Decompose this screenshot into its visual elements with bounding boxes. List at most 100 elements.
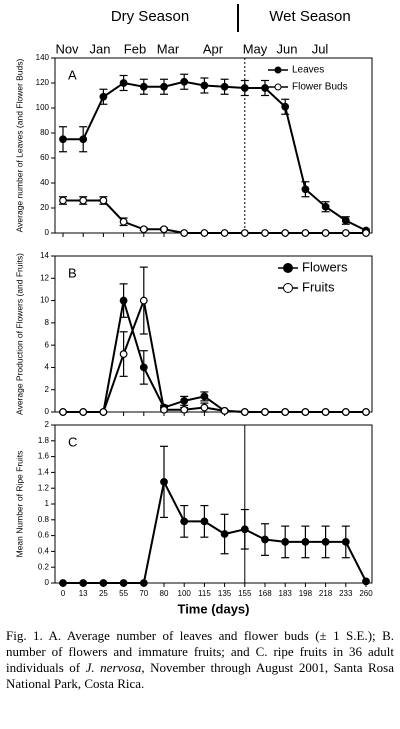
legend-label: Flower Buds <box>292 82 348 93</box>
data-point <box>200 229 209 237</box>
data-point <box>200 392 209 401</box>
legend-marker <box>283 263 293 273</box>
y-tick-label: 10 <box>40 296 49 305</box>
data-point <box>99 196 108 205</box>
data-point <box>79 135 88 144</box>
data-point <box>341 538 350 546</box>
month-label: May <box>243 41 268 56</box>
y-tick-label: 2 <box>45 385 50 394</box>
data-point <box>281 229 290 237</box>
data-point <box>139 296 148 305</box>
month-label: Jun <box>277 41 298 56</box>
data-point <box>220 530 229 538</box>
y-tick-label: 1.2 <box>38 483 50 492</box>
data-point <box>362 577 370 586</box>
data-point <box>341 229 350 237</box>
x-tick-label: 218 <box>319 589 333 598</box>
y-tick-label: 14 <box>40 251 49 260</box>
data-point <box>180 405 189 414</box>
y-tick-label: 0 <box>45 228 50 237</box>
data-point <box>139 579 148 587</box>
data-point <box>180 396 189 405</box>
season-label: Dry Season <box>111 8 189 25</box>
y-tick-label: 12 <box>40 273 49 282</box>
y-tick-label: 0.8 <box>38 515 50 524</box>
data-point <box>59 579 67 587</box>
x-tick-label: 115 <box>198 589 211 598</box>
caption-text: Fig. 1. A. Average number of leaves and … <box>6 628 394 675</box>
data-point <box>240 408 249 416</box>
x-tick-label: 183 <box>279 589 293 598</box>
y-tick-label: 6 <box>45 340 50 349</box>
y-tick-label: 120 <box>36 78 50 87</box>
data-point <box>99 92 108 101</box>
y-tick-label: 0 <box>45 578 50 587</box>
panel-label: C <box>68 434 77 449</box>
data-point <box>341 408 350 416</box>
data-point <box>281 538 290 546</box>
month-label: Nov <box>55 41 79 56</box>
season-label: Wet Season <box>269 8 350 25</box>
caption: Fig. 1. A. Average number of leaves and … <box>6 628 394 692</box>
data-point <box>119 296 128 305</box>
data-point <box>281 102 290 111</box>
data-point <box>362 408 370 416</box>
caption-species: J. nervosa <box>85 660 142 675</box>
data-point <box>79 579 88 587</box>
y-tick-label: 0.6 <box>38 531 50 540</box>
x-tick-label: 55 <box>119 589 128 598</box>
data-point <box>200 81 209 90</box>
x-tick-label: 13 <box>79 589 88 598</box>
x-tick-label: 233 <box>339 589 353 598</box>
month-label: Feb <box>124 41 146 56</box>
data-point <box>220 406 229 415</box>
data-point <box>59 408 67 416</box>
data-point <box>321 408 330 416</box>
legend-marker <box>274 66 282 74</box>
data-point <box>99 579 108 587</box>
data-point <box>119 217 128 226</box>
month-label: Apr <box>203 41 224 56</box>
x-tick-label: 260 <box>359 589 373 598</box>
data-point <box>261 535 269 544</box>
data-point <box>261 408 269 416</box>
data-point <box>139 225 148 234</box>
y-tick-label: 1.8 <box>38 436 50 445</box>
data-point <box>139 363 148 372</box>
y-tick-label: 140 <box>36 53 50 62</box>
legend-marker <box>283 283 293 293</box>
series-line <box>63 199 366 234</box>
x-tick-label: 0 <box>61 589 66 598</box>
data-point <box>180 77 189 86</box>
data-point <box>59 196 67 205</box>
month-label: Jan <box>90 41 111 56</box>
y-tick-label: 0 <box>45 407 50 416</box>
x-tick-label: 135 <box>218 589 232 598</box>
plot-frame <box>54 424 373 584</box>
data-point <box>99 408 108 416</box>
data-point <box>119 350 128 358</box>
data-point <box>160 477 168 486</box>
data-point <box>160 82 168 91</box>
panel-label: B <box>68 265 77 280</box>
y-tick-label: 8 <box>45 318 50 327</box>
data-point <box>301 538 310 546</box>
data-point <box>261 84 269 92</box>
x-tick-label: 100 <box>178 589 192 598</box>
data-point <box>301 185 310 194</box>
legend-marker <box>274 83 282 91</box>
data-point <box>240 84 249 92</box>
data-point <box>240 525 249 534</box>
plot-frame <box>54 255 373 413</box>
data-point <box>119 79 128 87</box>
x-axis-label: Time (days) <box>177 601 249 616</box>
month-label: Jul <box>312 41 329 56</box>
x-tick-label: 198 <box>299 589 313 598</box>
data-point <box>180 517 189 526</box>
x-tick-label: 155 <box>238 589 252 598</box>
data-point <box>160 225 168 234</box>
y-tick-label: 1.6 <box>38 452 50 461</box>
data-point <box>200 403 209 412</box>
y-tick-label: 0.4 <box>38 547 50 556</box>
